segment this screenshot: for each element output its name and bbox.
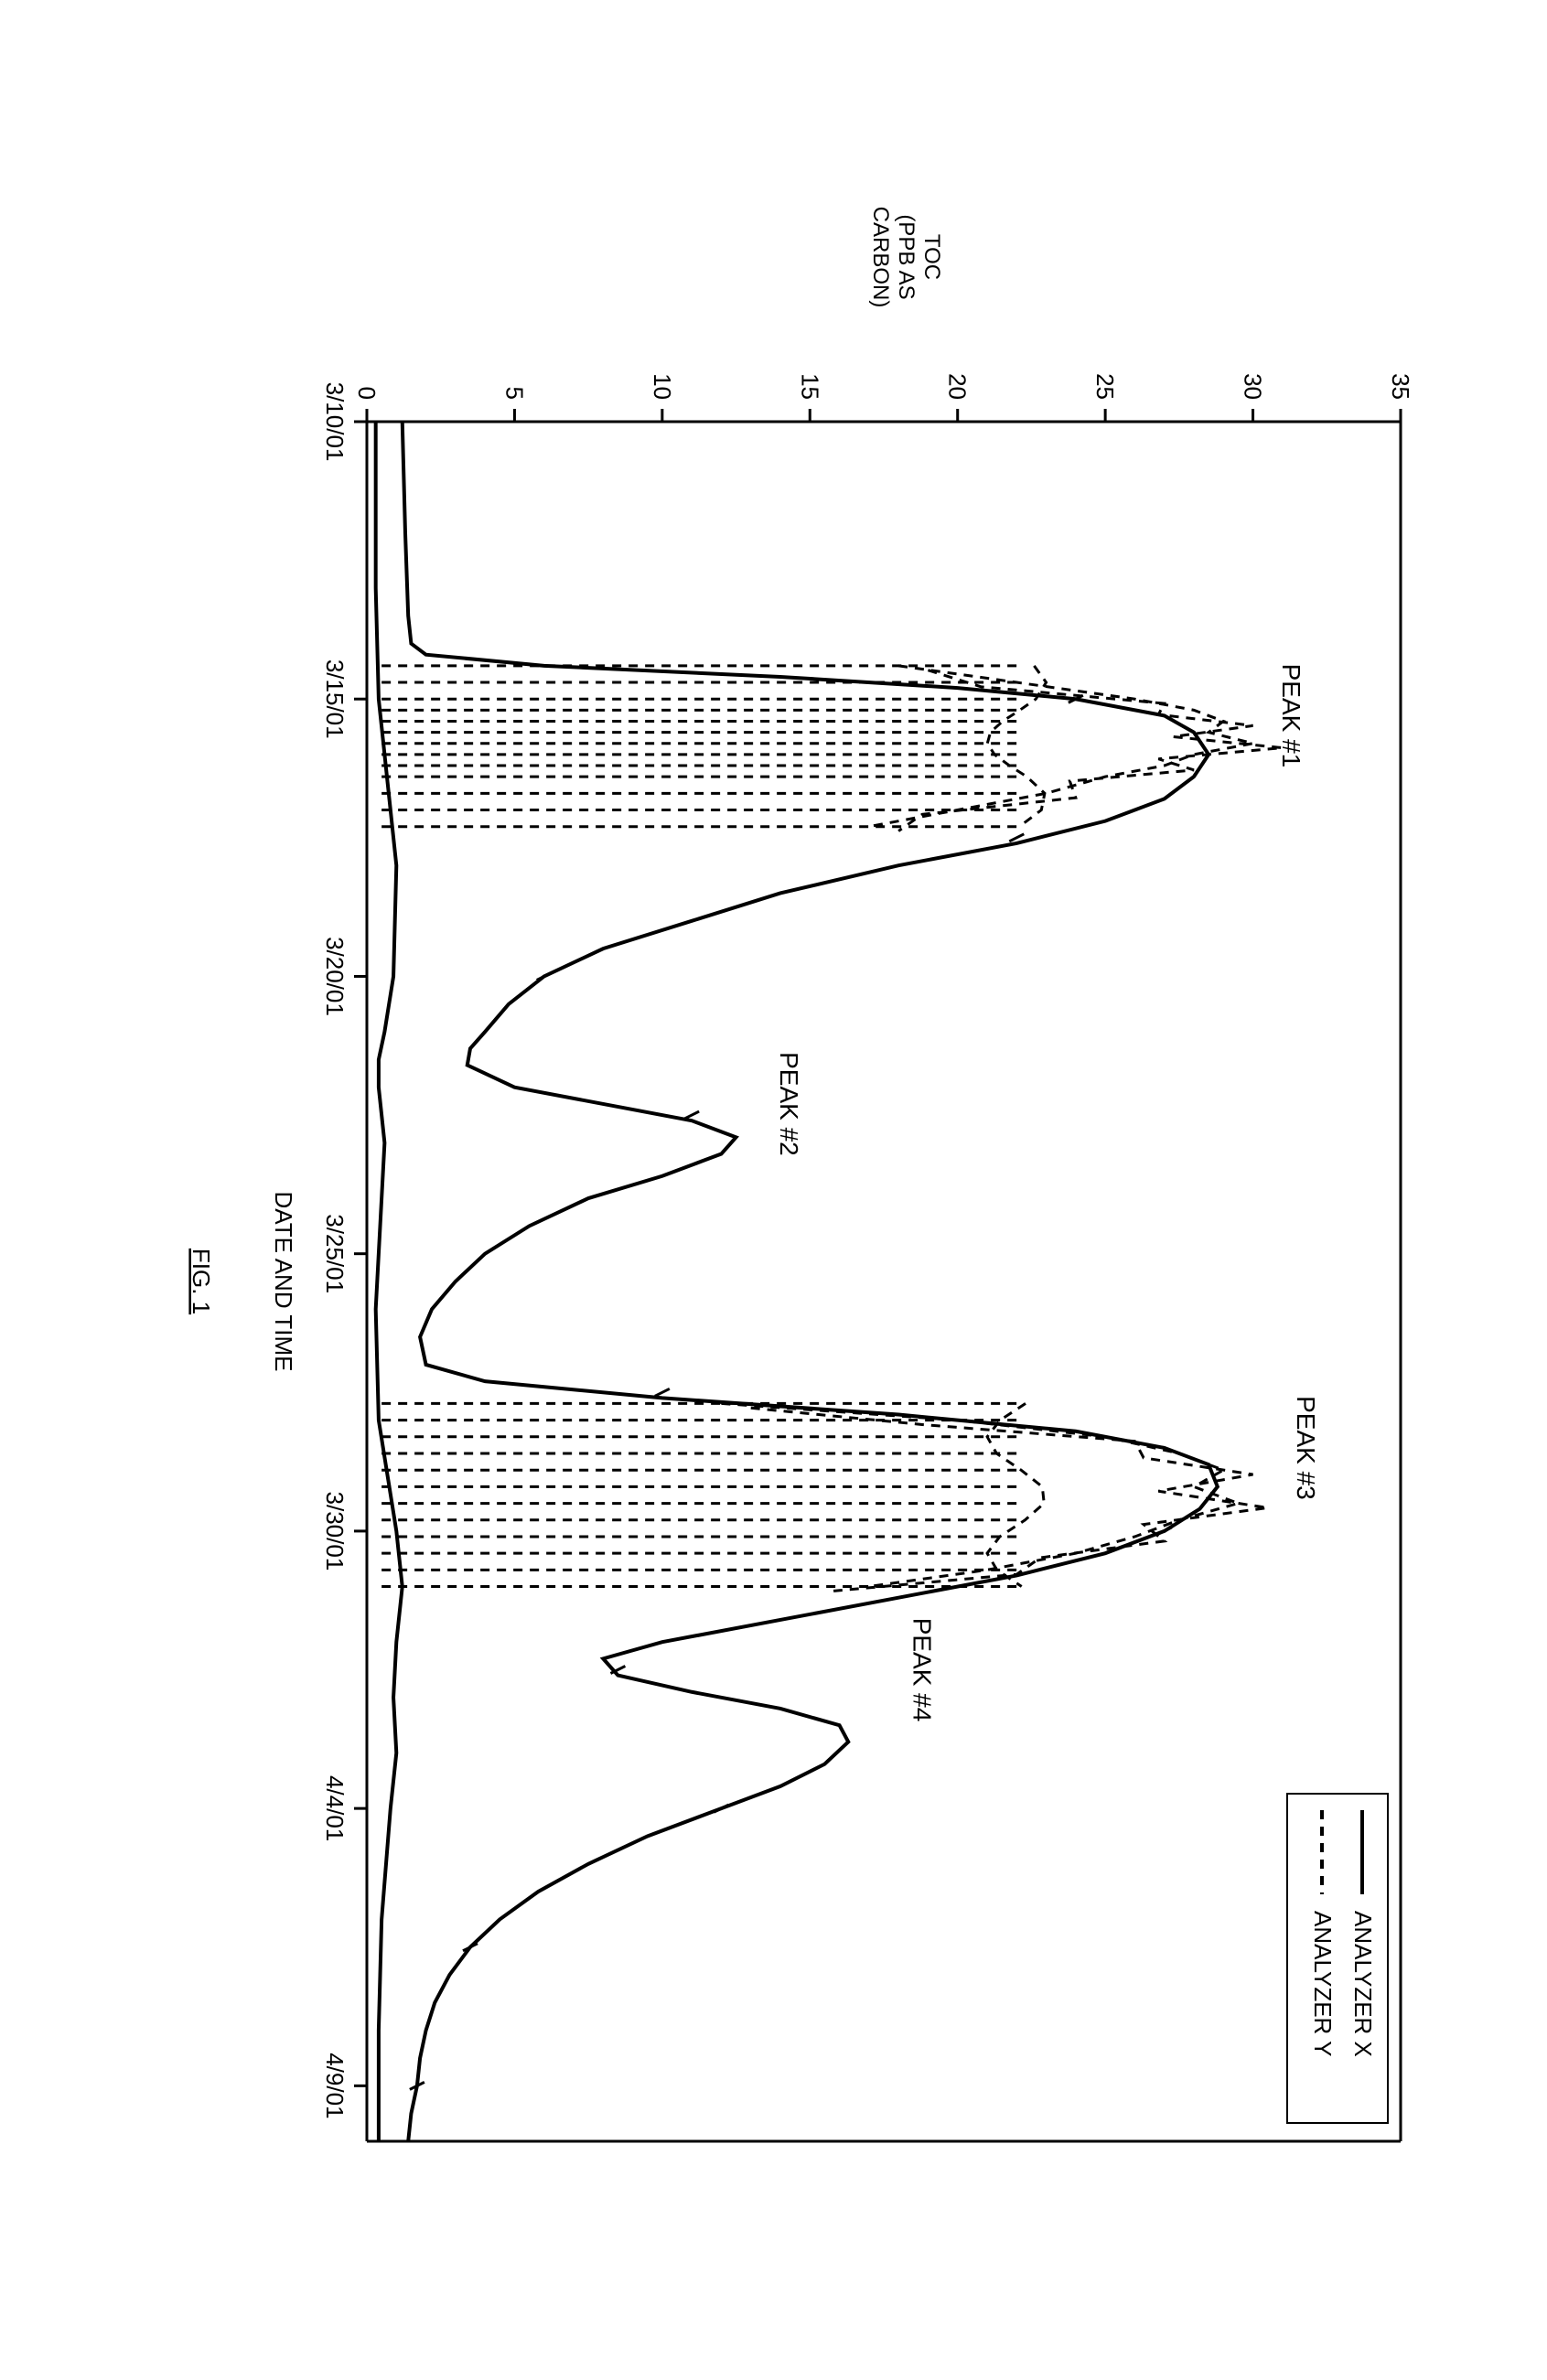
series-analyzer-y-cluster3-top2	[750, 1408, 1267, 1591]
series-analyzer-y-cluster3-top	[721, 1403, 1238, 1586]
ytick-label: 5	[500, 387, 528, 400]
curve-hashmark	[1156, 1528, 1171, 1535]
ytick-label: 30	[1239, 373, 1266, 400]
y-axis-label-3: CARBON)	[868, 207, 893, 308]
xtick-label: 4/9/01	[321, 2053, 349, 2118]
xtick-label: 3/15/01	[321, 659, 349, 739]
chart-container: 0 5 10 15 20 25 30 35 3/10/01 3/15/01 3/20/01 3/25/…	[129, 184, 1456, 2196]
xtick-label: 3/30/01	[321, 1492, 349, 1571]
peak-label: PEAK #3	[1292, 1396, 1320, 1500]
figure-label: FIG. 1	[188, 1249, 215, 1314]
legend-label: ANALYZER X	[1349, 1911, 1377, 2057]
xtick-label: 3/10/01	[321, 382, 349, 462]
xtick-label: 3/25/01	[321, 1214, 349, 1293]
y-axis-label-1: TOC	[919, 234, 944, 280]
xtick-label: 3/20/01	[321, 937, 349, 1016]
series-analyzer-y-cluster1-top2	[898, 670, 1283, 831]
peak-label: PEAK #1	[1276, 664, 1305, 768]
ytick-label: 20	[943, 373, 971, 400]
series-analyzer-x-upper	[402, 422, 1217, 2141]
peak-label: PEAK #2	[775, 1052, 803, 1156]
page: 0 5 10 15 20 25 30 35 3/10/01 3/15/01 3/20/01 3/25/…	[18, 18, 1547, 2362]
legend-label: ANALYZER Y	[1309, 1911, 1337, 2056]
ytick-label: 15	[796, 373, 823, 400]
curve-hashmark	[654, 1388, 669, 1396]
series-analyzer-x-lower	[375, 422, 402, 2141]
curve-hashmark	[684, 1111, 699, 1119]
x-axis-label: DATE AND TIME	[270, 1192, 297, 1372]
ytick-label: 10	[648, 373, 675, 400]
ytick-label: 35	[1387, 373, 1414, 400]
series-analyzer-y-cluster1-top	[868, 666, 1252, 827]
chart-svg: 0 5 10 15 20 25 30 35 3/10/01 3/15/01 3/20/01 3/25/…	[129, 184, 1456, 2196]
y-axis-label-2: (PPB AS	[894, 214, 919, 299]
ytick-label: 0	[353, 387, 381, 400]
peak-label: PEAK #4	[908, 1618, 936, 1722]
xtick-label: 4/4/01	[321, 1775, 349, 1841]
ytick-label: 25	[1091, 373, 1119, 400]
